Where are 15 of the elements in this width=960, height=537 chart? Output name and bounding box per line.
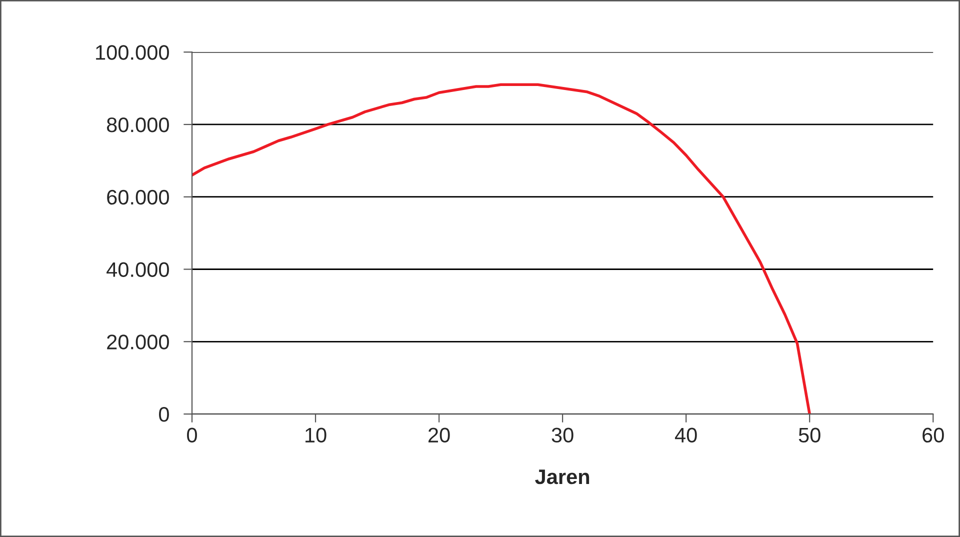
y-tick-label: 60.000 xyxy=(107,190,169,205)
y-tick-label: 20.000 xyxy=(107,334,169,350)
y-tick-label: 100.000 xyxy=(96,45,169,60)
line-series xyxy=(192,83,811,414)
x-axis-title: Jaren xyxy=(535,470,590,484)
y-tick-label: 80.000 xyxy=(106,117,169,132)
x-tick-label: 50 xyxy=(798,428,820,443)
y-tick-label: 40.000 xyxy=(106,262,169,278)
x-tick-label: 30 xyxy=(552,428,574,443)
x-tick-label: 10 xyxy=(306,428,326,443)
x-tick-label: 40 xyxy=(674,428,697,443)
y-tick-label: 0 xyxy=(159,407,169,422)
x-tick-label: 60 xyxy=(922,428,944,443)
x-tick-label: 20 xyxy=(428,428,450,443)
x-tick-label: 0 xyxy=(187,428,197,443)
